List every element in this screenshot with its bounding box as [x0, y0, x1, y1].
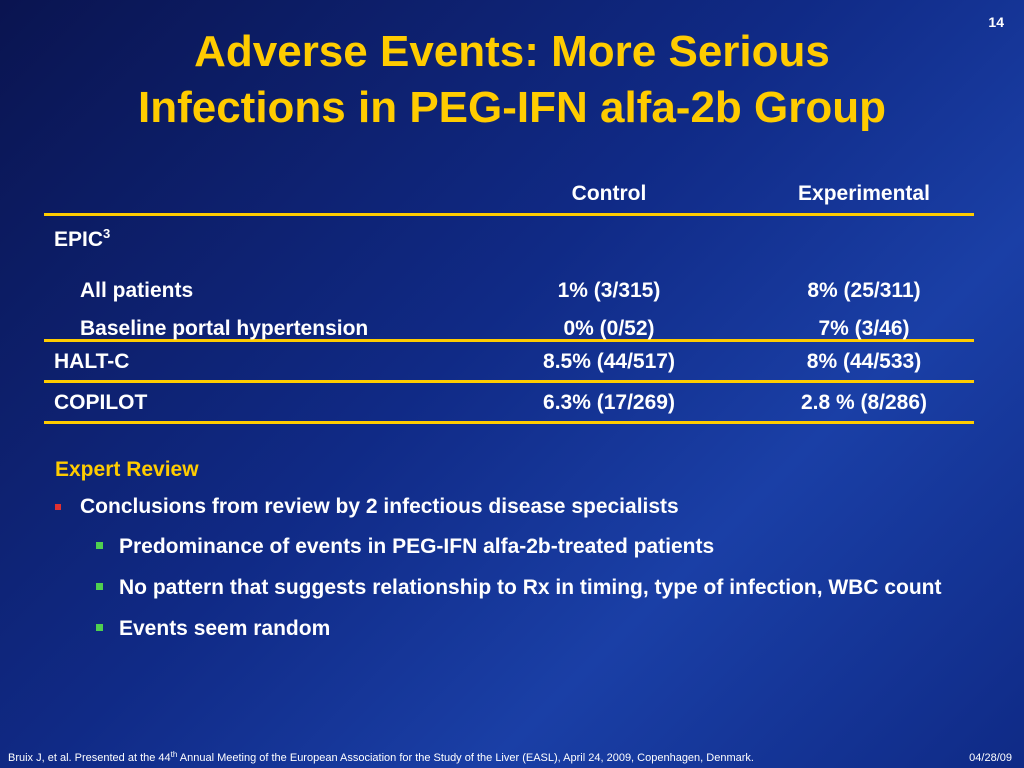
footer-citation: Bruix J, et al. Presented at the 44th An…	[8, 750, 754, 764]
slide-title: Adverse Events: More Serious Infections …	[0, 24, 1024, 136]
review-sub-bullet-text: Predominance of events in PEG-IFN alfa-2…	[119, 535, 715, 558]
title-line-2: Infections in PEG-IFN alfa-2b Group	[137, 83, 887, 132]
experimental-value: 8% (25/311)	[807, 279, 921, 302]
expert-review-heading: Expert Review	[55, 458, 199, 481]
table-row: COPILOT 6.3% (17/269) 2.8 % (8/286)	[44, 383, 974, 421]
slide-number: 14	[988, 14, 1004, 30]
row-label: COPILOT	[54, 391, 148, 414]
control-value: 0% (0/52)	[563, 317, 655, 340]
experimental-value: 2.8 % (8/286)	[800, 391, 928, 414]
green-square-bullet-icon	[96, 624, 103, 631]
control-value: 1% (3/315)	[557, 279, 661, 302]
table-row-epic: EPIC3	[44, 216, 974, 259]
table-rule	[44, 421, 974, 424]
expert-review-section: Expert Review Conclusions from review by…	[55, 458, 955, 655]
table-row: HALT-C 8.5% (44/517) 8% (44/533)	[44, 342, 974, 380]
green-square-bullet-icon	[96, 542, 103, 549]
row-label: All patients	[80, 279, 194, 302]
row-label: Baseline portal hypertension	[80, 317, 369, 340]
experimental-value: 7% (3/46)	[818, 317, 910, 340]
review-sub-bullet: No pattern that suggests relationship to…	[55, 573, 955, 603]
red-square-bullet-icon	[55, 504, 61, 510]
control-value: 6.3% (17/269)	[543, 391, 675, 414]
title-line-1: Adverse Events: More Serious	[194, 27, 830, 76]
row-label: HALT-C	[54, 350, 130, 373]
table-rule	[44, 213, 974, 216]
table-rule	[44, 339, 974, 342]
table-row: Baseline portal hypertension 0% (0/52) 7…	[44, 299, 974, 340]
row-label-epic: EPIC3	[54, 226, 111, 251]
green-square-bullet-icon	[96, 583, 103, 590]
review-bullet: Conclusions from review by 2 infectious …	[55, 495, 955, 519]
review-bullet-text: Conclusions from review by 2 infectious …	[80, 495, 679, 518]
header-control: Control	[571, 182, 647, 205]
experimental-value: 8% (44/533)	[806, 350, 922, 373]
header-experimental: Experimental	[798, 182, 930, 205]
epic-superscript: 3	[103, 226, 111, 241]
table-row: All patients 1% (3/315) 8% (25/311)	[44, 259, 974, 302]
review-sub-bullet-text: No pattern that suggests relationship to…	[119, 576, 942, 599]
review-sub-bullet: Predominance of events in PEG-IFN alfa-2…	[55, 532, 955, 562]
citation-superscript: th	[170, 750, 178, 759]
adverse-events-table: Control Experimental EPIC3 All patients …	[44, 176, 974, 424]
table-rule	[44, 380, 974, 383]
footer-date: 04/28/09	[969, 752, 1012, 764]
control-value: 8.5% (44/517)	[543, 350, 675, 373]
table-header-row: Control Experimental	[44, 176, 974, 213]
review-sub-bullet: Events seem random	[55, 614, 955, 644]
review-sub-bullet-text: Events seem random	[119, 617, 331, 640]
